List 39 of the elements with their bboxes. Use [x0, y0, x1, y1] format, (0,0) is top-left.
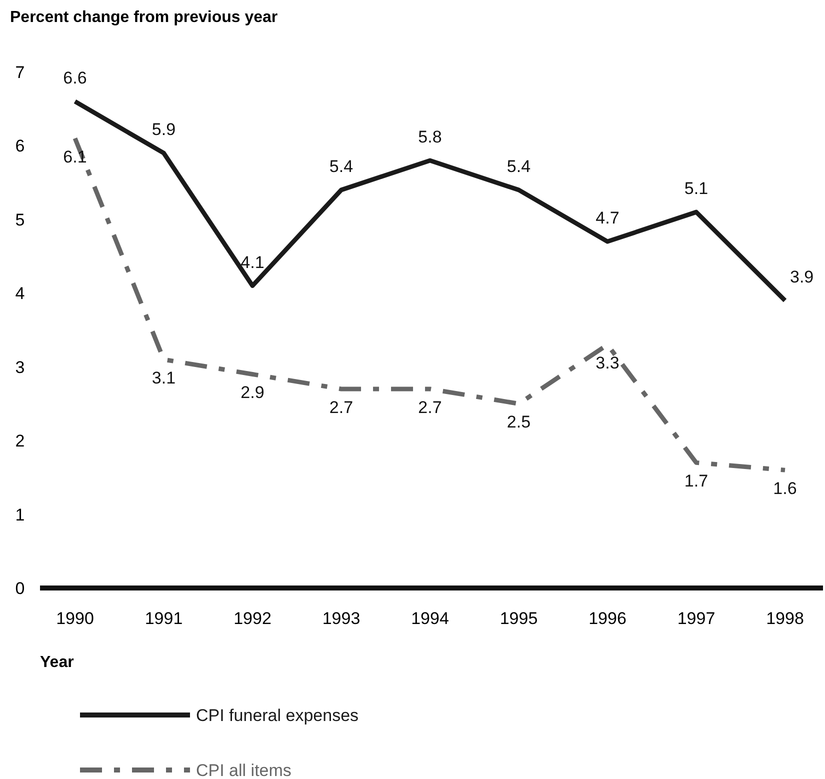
data-label: 2.9	[240, 383, 264, 402]
x-tick-label: 1990	[56, 609, 94, 628]
data-label: 4.1	[240, 252, 264, 272]
data-label: 6.6	[63, 68, 87, 88]
y-tick-label: 3	[15, 358, 25, 377]
x-axis-title: Year	[40, 654, 74, 671]
y-tick-label: 7	[15, 63, 25, 82]
data-label: 2.7	[329, 398, 354, 417]
data-label: 1.6	[773, 479, 797, 498]
data-label: 5.8	[418, 127, 442, 146]
x-tick-label: 1991	[144, 609, 183, 628]
y-tick-label: 6	[15, 136, 25, 156]
data-label: 3.9	[790, 268, 814, 287]
data-label: 6.1	[63, 147, 87, 166]
data-label: 3.1	[152, 368, 176, 388]
x-tick-label: 1993	[322, 609, 360, 628]
data-label: 5.1	[684, 179, 708, 198]
data-label: 1.7	[684, 472, 708, 491]
y-tick-label: 5	[15, 210, 25, 230]
x-tick-label: 1998	[766, 609, 804, 628]
x-tick-label: 1996	[588, 609, 626, 628]
x-tick-label: 1997	[677, 609, 716, 628]
data-label: 2.7	[418, 398, 442, 417]
y-tick-label: 4	[15, 284, 25, 304]
chart-title: Percent change from previous year	[10, 9, 278, 26]
text: CPI all items	[196, 761, 292, 779]
y-tick-label: 0	[15, 579, 25, 598]
x-tick-label: 1995	[500, 609, 538, 628]
data-label: 3.3	[596, 354, 620, 373]
y-tick-label: 1	[15, 505, 25, 524]
data-label: 5.4	[329, 156, 354, 176]
data-label: 5.9	[152, 120, 176, 140]
data-label: 5.4	[506, 156, 531, 176]
x-tick-label: 1994	[411, 609, 449, 628]
data-label: 4.7	[596, 208, 620, 228]
data-label: 2.5	[506, 412, 531, 432]
text: CPI funeral expenses	[196, 706, 359, 725]
y-tick-label: 2	[15, 432, 25, 451]
x-tick-label: 1992	[234, 609, 272, 628]
